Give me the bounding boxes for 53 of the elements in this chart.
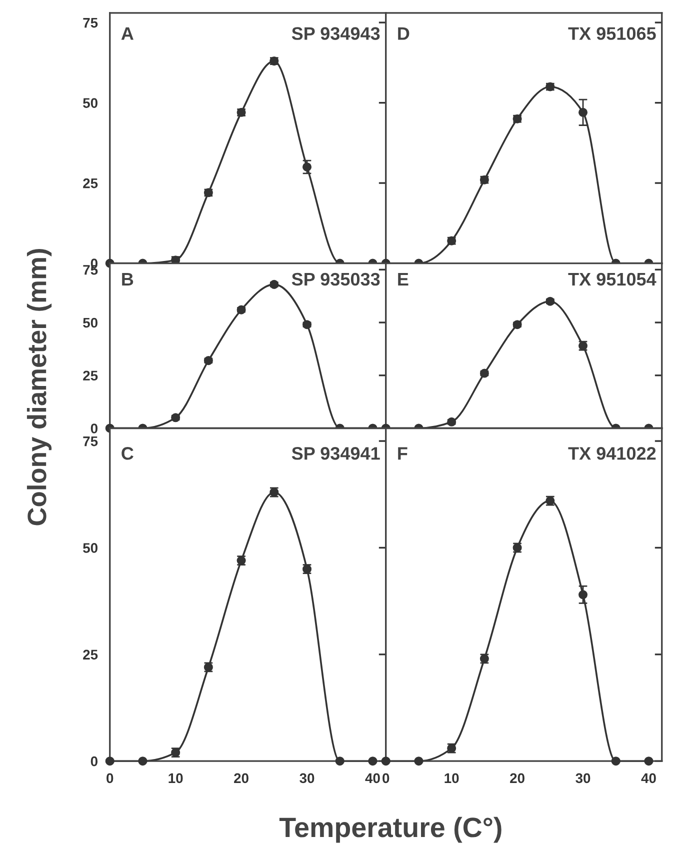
annotation: C xyxy=(122,447,134,460)
x-tick-label: 10 xyxy=(444,773,459,784)
annotation: SP 934943 xyxy=(292,27,380,40)
point xyxy=(302,162,312,172)
annotation: SP 934941 xyxy=(292,447,380,460)
point xyxy=(270,280,279,289)
x-tick-label: 10 xyxy=(168,773,183,784)
x-tick-label: 20 xyxy=(510,773,524,784)
x-axis-title: Temperature (C°) xyxy=(279,816,502,843)
x-tick-label: 0 xyxy=(106,773,114,784)
y-tick-label: 50 xyxy=(83,98,98,108)
point xyxy=(447,417,456,426)
point xyxy=(302,320,312,330)
y-tick-label: 50 xyxy=(83,543,98,553)
y-tick-label: 50 xyxy=(83,318,98,328)
point xyxy=(236,305,246,314)
point xyxy=(368,756,378,766)
x-tick-label: 40 xyxy=(641,773,656,784)
point xyxy=(204,356,213,366)
point xyxy=(644,756,654,766)
point xyxy=(171,413,180,422)
point xyxy=(335,756,344,766)
point xyxy=(578,590,588,600)
point xyxy=(105,756,114,766)
y-tick-label: 75 xyxy=(83,18,98,28)
point xyxy=(381,756,390,766)
x-tick-label: 0 xyxy=(382,773,390,784)
annotation: E xyxy=(398,273,408,286)
point xyxy=(546,296,555,306)
point xyxy=(138,756,148,766)
annotation: TX 951054 xyxy=(568,272,656,286)
y-tick-label: 0 xyxy=(90,424,98,434)
point xyxy=(414,756,424,766)
y-tick-label: 25 xyxy=(83,650,98,660)
y-axis-title: Colony diameter (mm) xyxy=(26,249,52,526)
point xyxy=(512,320,522,330)
annotation: A xyxy=(121,27,134,40)
annotation: B xyxy=(122,273,134,286)
point xyxy=(578,108,588,117)
x-tick-label: 30 xyxy=(300,773,314,784)
y-tick-label: 25 xyxy=(83,178,98,188)
point xyxy=(611,756,620,766)
annotation: D xyxy=(398,27,410,40)
annotation: TX 941022 xyxy=(568,447,656,460)
annotation: SP 935033 xyxy=(292,272,380,286)
x-tick-label: 40 xyxy=(365,773,380,784)
y-tick-label: 25 xyxy=(83,370,98,381)
x-tick-label: 20 xyxy=(234,773,248,784)
x-tick-label: 30 xyxy=(576,773,590,784)
annotation: TX 951065 xyxy=(568,27,656,40)
y-tick-label: 75 xyxy=(83,436,98,446)
y-tick-label: 0 xyxy=(90,756,98,766)
annotation: F xyxy=(398,447,408,460)
